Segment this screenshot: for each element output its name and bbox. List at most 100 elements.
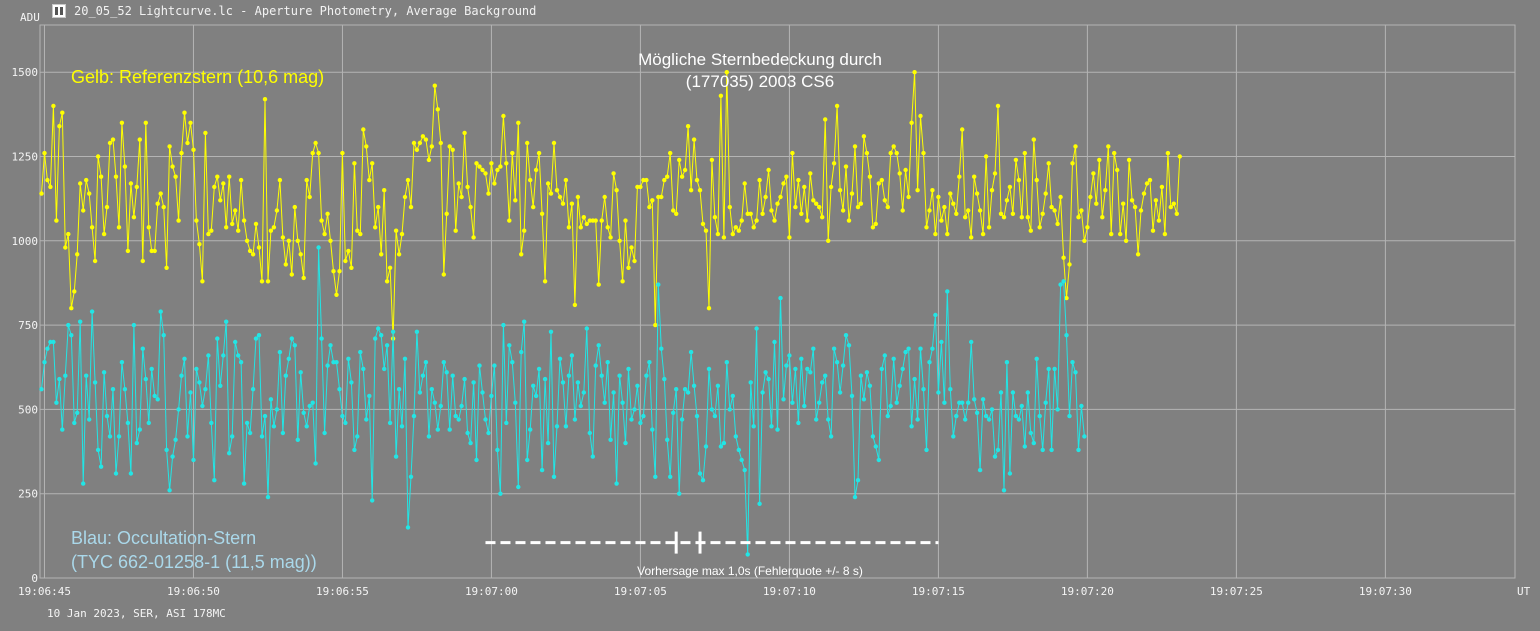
series-point-0 [566,225,572,230]
series-point-0 [629,245,634,250]
series-point-1 [1073,370,1078,375]
series-point-1 [516,484,521,490]
x-tick-label: 19:07:20 [1061,585,1114,598]
series-point-0 [1112,150,1117,156]
series-point-1 [292,343,297,348]
series-point-0 [384,279,390,284]
series-point-1 [1025,390,1031,395]
series-point-1 [849,393,855,399]
series-point-0 [227,174,232,179]
series-point-0 [849,191,855,196]
series-point-1 [316,245,321,250]
series-point-1 [963,417,968,422]
series-point-1 [1019,403,1024,409]
series-point-0 [125,248,131,254]
x-tick-label: 19:07:05 [614,585,667,598]
series-point-0 [295,238,300,243]
series-point-1 [149,366,154,372]
series-point-1 [271,424,277,429]
series-point-1 [346,356,351,361]
x-tick-label: 19:06:55 [316,585,369,598]
series-point-1 [283,373,288,378]
series-point-1 [1055,407,1060,412]
series-point-1 [742,467,747,473]
lightcurve-app-icon[interactable] [52,4,66,18]
series-point-0 [817,204,822,210]
series-point-0 [1103,188,1108,193]
series-point-1 [930,346,935,351]
series-point-0 [1150,228,1156,233]
series-point-0 [1123,238,1129,243]
series-point-0 [986,225,992,230]
series-point-0 [799,211,804,216]
series-point-1 [778,295,783,301]
series-point-1 [974,410,980,415]
series-point-1 [399,424,405,429]
series-point-1 [572,417,578,422]
series-point-0 [811,198,816,203]
series-point-0 [304,177,309,183]
series-point-1 [918,346,923,351]
series-point-0 [581,215,586,220]
series-point-1 [474,457,479,463]
series-point-0 [700,221,706,227]
series-point-1 [876,457,881,463]
series-point-1 [340,413,345,419]
series-point-0 [682,167,688,173]
series-point-0 [468,204,473,210]
series-point-0 [1001,215,1007,220]
series-point-1 [98,464,104,469]
series-point-1 [641,413,646,419]
series-point-0 [1171,201,1177,206]
series-point-0 [289,272,294,277]
series-point-0 [450,147,455,152]
series-point-0 [1100,215,1105,220]
series-point-0 [906,194,911,200]
series-point-1 [39,387,44,392]
series-point-0 [572,302,578,308]
series-point-0 [605,225,610,230]
series-point-0 [531,204,536,210]
series-point-1 [796,420,801,426]
series-point-0 [158,191,163,196]
series-point-0 [358,231,363,237]
series-point-1 [969,339,974,345]
series-point-1 [760,390,765,395]
y-tick-label: 1000 [12,235,39,248]
series-point-1 [197,380,202,385]
series-point-1 [471,380,476,385]
series-point-0 [840,208,846,213]
series-point-0 [1061,255,1066,260]
series-point-0 [1049,204,1054,210]
series-point-0 [420,134,426,139]
series-point-1 [706,366,712,372]
series-point-0 [197,242,202,247]
series-point-0 [146,225,151,230]
series-point-0 [671,208,676,213]
series-point-1 [352,447,357,453]
series-point-0 [989,188,995,193]
series-point-1 [864,370,870,375]
series-point-0 [769,208,774,213]
series-point-0 [477,164,482,169]
series-point-1 [533,393,539,399]
series-point-0 [84,177,89,183]
series-point-1 [888,403,893,409]
series-point-1 [355,434,360,439]
series-point-1 [206,353,211,358]
series-point-1 [650,427,655,432]
series-point-1 [158,309,163,314]
series-point-0 [1109,231,1114,237]
series-point-0 [772,218,777,223]
series-point-1 [998,390,1004,395]
series-point-1 [805,366,810,372]
series-point-0 [241,218,247,223]
series-point-1 [69,333,74,338]
y-tick-label: 500 [18,403,38,416]
series-point-1 [274,407,280,412]
series-point-1 [1064,333,1069,338]
series-point-1 [414,329,420,334]
series-point-0 [1168,204,1174,210]
series-point-0 [161,204,166,210]
